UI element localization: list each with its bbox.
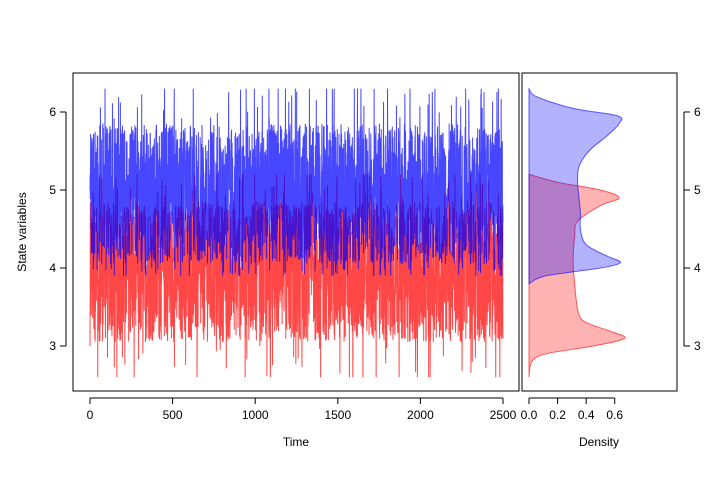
- state-tick-label: 5: [49, 183, 56, 197]
- time-tick-label: 1500: [324, 408, 351, 422]
- density-tick-label: 0.4: [578, 408, 595, 422]
- density-x-axis: 0.0 0.2 0.4 0.6: [521, 397, 623, 422]
- x-axis-title-density: Density: [579, 435, 619, 449]
- state-tick-label: 6: [49, 105, 56, 119]
- density-tick-label: 0.2: [549, 408, 566, 422]
- time-series-panel: 0 500 1000 1500 2000 2500 3 4 5 6 Time State var…: [15, 72, 520, 449]
- state-y-axis: 3 4 5 6: [49, 105, 67, 353]
- time-tick-label: 0: [87, 408, 94, 422]
- density-right-tick-label: 5: [694, 183, 701, 197]
- density-right-tick-label: 6: [694, 105, 701, 119]
- y-axis-title-state-variables: State variables: [15, 192, 29, 271]
- time-tick-label: 2000: [407, 408, 434, 422]
- time-tick-label: 2500: [490, 408, 517, 422]
- density-right-tick-label: 3: [694, 339, 701, 353]
- density-tick-label: 0.0: [521, 408, 538, 422]
- density-areas: [528, 87, 626, 378]
- density-right-tick-label: 4: [694, 261, 701, 275]
- density-panel: 0.0 0.2 0.4 0.6 3 4 5 6 Density: [521, 72, 701, 449]
- density-tick-label: 0.6: [606, 408, 623, 422]
- time-tick-label: 500: [163, 408, 183, 422]
- density-area: [528, 87, 623, 285]
- density-plot-frame: [521, 72, 678, 392]
- time-series-plot-frame: [72, 72, 520, 392]
- state-tick-label: 3: [49, 339, 56, 353]
- x-axis-title-time: Time: [283, 435, 310, 449]
- time-x-axis: 0 500 1000 1500 2000 2500: [87, 397, 517, 422]
- density-area: [528, 173, 626, 378]
- time-series-line: [89, 88, 504, 276]
- time-tick-label: 1000: [242, 408, 269, 422]
- density-right-y-axis: 3 4 5 6: [683, 105, 701, 353]
- time-series-lines: [89, 88, 504, 378]
- state-tick-label: 4: [49, 261, 56, 275]
